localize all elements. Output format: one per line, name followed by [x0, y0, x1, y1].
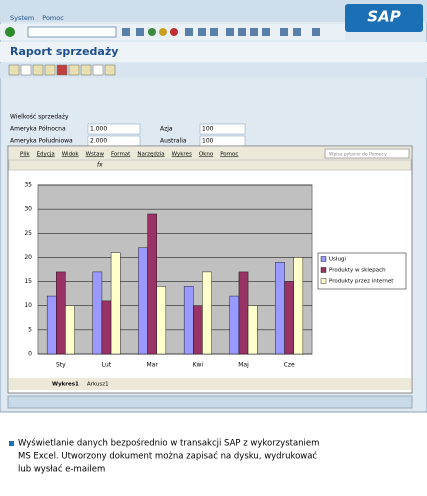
excel-menu-item[interactable]: Wykres: [172, 152, 192, 158]
bar: [156, 286, 167, 355]
bar: [229, 295, 240, 355]
excel-menu-bar: [9, 147, 411, 160]
x-tick-label: Maj: [238, 362, 249, 369]
field-label: Azja: [160, 126, 173, 133]
bar: [183, 286, 194, 355]
x-tick-label: Cze: [284, 362, 295, 369]
bar: [284, 281, 294, 355]
bar: [147, 213, 157, 355]
bar: [101, 300, 112, 355]
formula-bar: [8, 159, 412, 171]
logo-box: [345, 4, 423, 32]
screen-title: Raport sprzedaży: [10, 45, 118, 58]
enter-icon[interactable]: [5, 27, 15, 37]
excel-menu-item[interactable]: Format: [111, 152, 131, 158]
bar: [238, 271, 249, 355]
excel-menu-item[interactable]: Wstaw: [86, 152, 105, 158]
field-value: 100: [202, 138, 214, 145]
field-value: 2.000: [90, 138, 107, 145]
menu-bar: [0, 0, 427, 22]
y-tick-label: 25: [24, 230, 32, 237]
caption-line: lub wysłać e-mailem: [18, 464, 105, 475]
y-tick-label: 15: [24, 278, 32, 285]
bar: [92, 271, 103, 355]
y-tick-label: 20: [24, 254, 32, 261]
status-bar: [7, 395, 413, 409]
x-tick-label: Mar: [147, 362, 159, 369]
toolbar-icons: [122, 28, 320, 36]
bullet: [9, 441, 14, 446]
y-tick-label: 30: [24, 206, 32, 213]
x-tick-label: Sty: [56, 362, 66, 369]
sheet-tab[interactable]: Arkusz1: [87, 382, 109, 388]
caption-line: MS Excel. Utworzony dokument można zapis…: [18, 451, 317, 462]
excel-menu-item[interactable]: Edycja: [37, 152, 55, 158]
help-box[interactable]: [324, 148, 410, 159]
input-field: [87, 123, 141, 135]
caption-line: Wyświetlanie danych bezpośrednio w trans…: [18, 438, 319, 449]
bar: [46, 295, 57, 355]
y-tick-label: 10: [24, 302, 32, 309]
field-label: Ameryka Południowa: [10, 138, 73, 145]
field-value: 100: [202, 126, 214, 133]
excel-menu-item[interactable]: Plik: [20, 152, 30, 158]
app-toolbar-icons: [8, 64, 116, 76]
legend-swatch: [320, 267, 327, 273]
legend-swatch: [320, 256, 327, 262]
y-tick-label: 35: [24, 182, 32, 189]
excel-menu-item[interactable]: Okno: [199, 152, 214, 158]
bar: [56, 271, 66, 355]
title-bar: [0, 42, 427, 62]
sheet-tab-bar: [9, 378, 411, 390]
command-field[interactable]: [27, 26, 117, 38]
form-title: Wielkość sprzedaży: [10, 114, 69, 121]
bar: [202, 271, 212, 355]
menu-item[interactable]: System: [10, 14, 34, 22]
field-value: 1.000: [90, 126, 107, 133]
bar: [110, 252, 121, 355]
bar: [193, 305, 203, 355]
y-tick-label: 5: [28, 326, 32, 333]
bar: [65, 305, 75, 355]
field-label: Ameryka Północna: [10, 126, 66, 133]
excel-menu-item[interactable]: Widok: [62, 152, 80, 158]
x-tick-label: Kwi: [193, 362, 204, 369]
bar: [247, 305, 258, 355]
bar: [293, 257, 304, 355]
plot-area: [37, 184, 313, 355]
legend-label: Produkty przez internet: [329, 279, 394, 285]
formula-icon: fx: [97, 162, 103, 169]
input-field: [199, 123, 246, 135]
field-label: Australia: [160, 138, 187, 145]
menu-item[interactable]: Pomoc: [42, 14, 64, 22]
excel-menu-item[interactable]: Pomoc: [220, 152, 238, 158]
legend-box: [317, 252, 407, 290]
legend-swatch: [320, 278, 327, 284]
legend-label: Produkty w sklepach: [329, 268, 386, 274]
logo: SAP: [367, 8, 400, 26]
bar: [275, 262, 285, 355]
help-text: Wpisz pytanie do Pomocy: [329, 152, 387, 158]
bar: [138, 247, 148, 355]
y-tick-label: 0: [28, 351, 32, 358]
legend-label: Usługi: [329, 257, 346, 263]
excel-menu-item[interactable]: Narzędzia: [137, 152, 164, 158]
x-tick-label: Lut: [102, 362, 112, 369]
sheet-tab[interactable]: Wykres1: [52, 382, 79, 388]
